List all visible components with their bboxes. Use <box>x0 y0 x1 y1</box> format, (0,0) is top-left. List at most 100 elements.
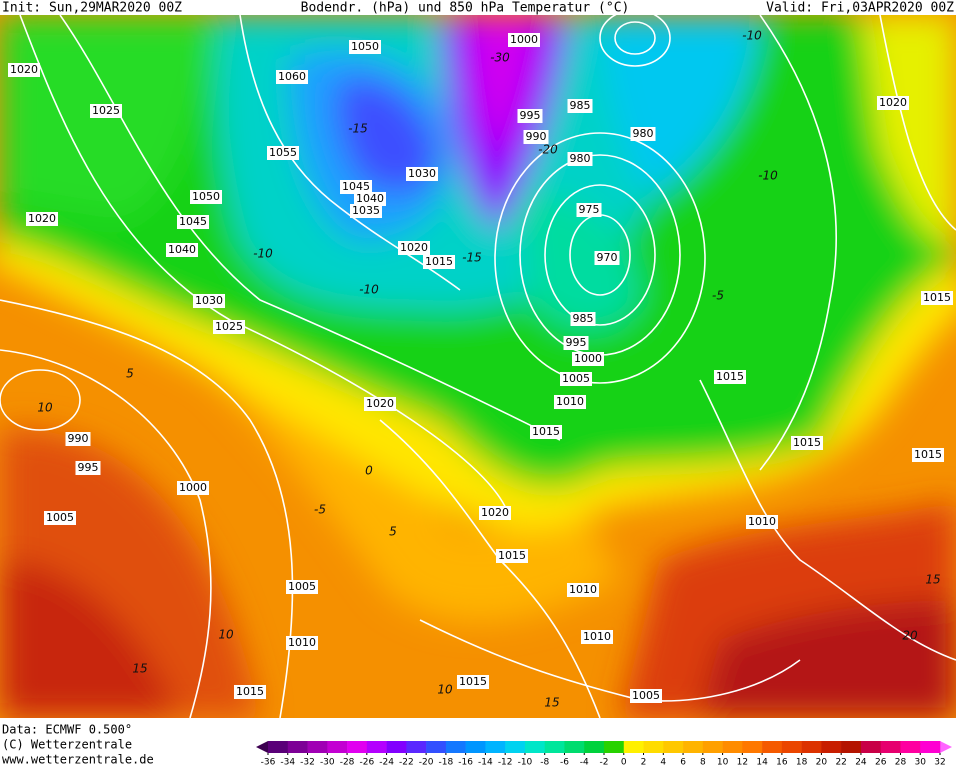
isobar-label-box <box>791 436 823 450</box>
temperature-label: -10 <box>742 29 762 43</box>
isobar-label: 1035 <box>350 204 382 218</box>
isobar-label-box <box>190 190 222 204</box>
colorbar-tick-label: -20 <box>419 758 434 768</box>
colorbar-segment <box>366 741 387 753</box>
isobar-label-text: 1015 <box>716 370 744 383</box>
isobar-label: 1015 <box>530 425 562 439</box>
colorbar-tick-label: -26 <box>359 758 374 768</box>
isobar-label-box <box>496 549 528 563</box>
isobar-label-box <box>523 130 549 144</box>
isobar-label-box <box>26 212 58 226</box>
isobar-label-box <box>554 395 586 409</box>
isobar-label: 1020 <box>877 96 909 110</box>
isobar-label: 1015 <box>496 549 528 563</box>
colorbar-segment <box>623 741 644 753</box>
colorbar-segment <box>762 741 783 753</box>
colorbar-tick-label: 18 <box>796 758 808 768</box>
isobar-label-text: 1000 <box>179 481 207 494</box>
isobar-label-box <box>398 241 430 255</box>
isobar-label-box <box>714 370 746 384</box>
isobar-label-box <box>912 448 944 462</box>
colorbar-tick-label: -32 <box>300 758 315 768</box>
colorbar-tick-label: -14 <box>478 758 493 768</box>
isobar-label-text: 1010 <box>569 583 597 596</box>
isobar-label: 975 <box>576 203 602 217</box>
temperature-label: 15 <box>132 662 147 676</box>
colorbar-segment <box>801 741 822 753</box>
colorbar-tick-label: -34 <box>280 758 295 768</box>
isobar-label-box <box>508 33 540 47</box>
isobar-label: 970 <box>594 251 620 265</box>
isobar-label-box <box>530 425 562 439</box>
colorbar-segment <box>544 741 565 753</box>
isobar-label-text: 995 <box>520 109 541 122</box>
isobar-label: 985 <box>567 99 593 113</box>
colorbar-tick-label: 0 <box>621 758 627 768</box>
isobar-label-text: 1010 <box>583 630 611 643</box>
colorbar-tick-label: 22 <box>835 758 846 768</box>
isobar-label-text: 1060 <box>278 70 306 83</box>
isobar-label: 1000 <box>177 481 209 495</box>
isobar-label-text: 1010 <box>556 395 584 408</box>
isobar-label-box <box>177 215 209 229</box>
colorbar-segment <box>604 741 625 753</box>
colorbar-segment <box>564 741 585 753</box>
isobar-label-text: 1005 <box>562 372 590 385</box>
isobar-label-text: 1050 <box>192 190 220 203</box>
temperature-label: -30 <box>490 51 510 65</box>
isobar-label: 1025 <box>213 320 245 334</box>
isobar-label-box <box>286 636 318 650</box>
colorbar-tick-label: 12 <box>737 758 748 768</box>
colorbar-tick-label: -36 <box>261 758 276 768</box>
isobar-label-text: 975 <box>579 203 600 216</box>
colorbar-tick-label: 30 <box>915 758 927 768</box>
colorbar-segment <box>841 741 862 753</box>
temperature-label: -10 <box>253 247 273 261</box>
colorbar-segment <box>683 741 704 753</box>
colorbar-tick-label: -24 <box>379 758 394 768</box>
colorbar-tick-label: 10 <box>717 758 729 768</box>
isobar-label-text: 1005 <box>632 689 660 702</box>
isobar-label-box <box>75 461 101 475</box>
isobar-label-text: 1015 <box>236 685 264 698</box>
temperature-label: 20 <box>902 629 918 643</box>
isobar-label-box <box>213 320 245 334</box>
isobar-label-text: 995 <box>78 461 99 474</box>
colorbar-tick-label: -12 <box>498 758 513 768</box>
temperature-label: 0 <box>365 464 373 478</box>
isobar-label-text: 970 <box>597 251 618 264</box>
isobar-label: 985 <box>570 312 596 326</box>
isobar-label: 1020 <box>364 397 396 411</box>
isobar-label-text: 1015 <box>793 436 821 449</box>
colorbar-segment <box>524 741 546 753</box>
isobar-label-text: 1010 <box>748 515 776 528</box>
isobar-label-text: 990 <box>526 130 547 143</box>
isobar-label-text: 1015 <box>914 448 942 461</box>
colorbar-segment <box>347 741 368 753</box>
temperature-label: 10 <box>218 628 234 642</box>
isobar-label-box <box>177 481 209 495</box>
isobar-label-text: 990 <box>68 432 89 445</box>
isobar-label-box <box>746 515 778 529</box>
colorbar-tick-label: 8 <box>700 758 706 768</box>
isobar-label-text: 1025 <box>92 104 120 117</box>
isobar-label-text: 1015 <box>923 291 951 304</box>
isobar-label-box <box>340 180 372 194</box>
isobar-label-box <box>517 109 543 123</box>
colorbar-tick-label: 24 <box>855 758 867 768</box>
isobar-label-box <box>406 167 438 181</box>
colorbar-tick-label: -16 <box>458 758 473 768</box>
isobar-label: 980 <box>567 152 593 166</box>
isobar-label-box <box>286 580 318 594</box>
isobar-label-box <box>572 352 604 366</box>
isobar-label-box <box>570 312 596 326</box>
isobar-label: 1045 <box>177 215 209 229</box>
temperature-label: -10 <box>758 169 778 183</box>
isobar-label: 1020 <box>398 241 430 255</box>
isobar-label-text: 1045 <box>179 215 207 228</box>
isobar-label-text: 1040 <box>168 243 196 256</box>
isobar-label: 990 <box>65 432 91 446</box>
isobar-label-box <box>630 689 662 703</box>
isobar-label-box <box>65 432 91 446</box>
